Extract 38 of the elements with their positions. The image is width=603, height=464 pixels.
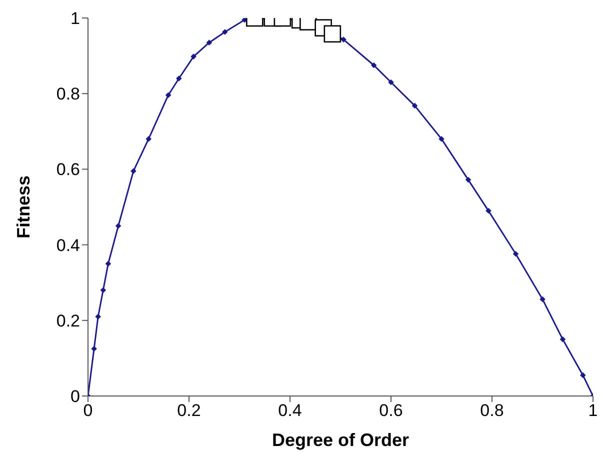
y-tick-label: 0.2 <box>56 311 80 330</box>
y-tick-label: 1 <box>70 9 80 28</box>
x-tick-label: 0.6 <box>379 401 403 420</box>
y-tick-label: 0.6 <box>56 160 80 180</box>
point <box>116 223 121 229</box>
point <box>580 372 586 378</box>
point <box>95 314 101 320</box>
y-axis-title: Fitness <box>13 175 34 239</box>
point <box>91 346 97 352</box>
x-tick-label: 0 <box>83 401 93 420</box>
point <box>324 25 342 43</box>
point <box>486 208 492 214</box>
y-tick-label: 0.4 <box>56 236 80 255</box>
point <box>190 54 196 60</box>
x-tick-label: 0.2 <box>177 401 201 420</box>
point <box>540 296 546 302</box>
x-tick-label: 1 <box>588 401 598 420</box>
x-tick-label: 0.8 <box>480 401 504 420</box>
point <box>466 177 471 182</box>
point <box>438 136 444 142</box>
x-tick-label: 0.4 <box>278 401 302 420</box>
y-tick-label: 0 <box>70 387 80 406</box>
point <box>146 136 152 142</box>
point <box>412 102 418 108</box>
point <box>176 76 182 82</box>
point <box>371 62 377 68</box>
point <box>222 29 228 35</box>
point <box>560 336 566 342</box>
point <box>388 80 394 85</box>
point <box>206 40 212 46</box>
x-axis-title: Degree of Order <box>272 430 410 450</box>
point <box>513 251 518 257</box>
point <box>130 168 136 174</box>
point <box>100 287 106 293</box>
point <box>166 92 171 98</box>
y-tick-label: 0.8 <box>56 84 80 104</box>
point <box>106 261 111 266</box>
point <box>340 36 346 42</box>
